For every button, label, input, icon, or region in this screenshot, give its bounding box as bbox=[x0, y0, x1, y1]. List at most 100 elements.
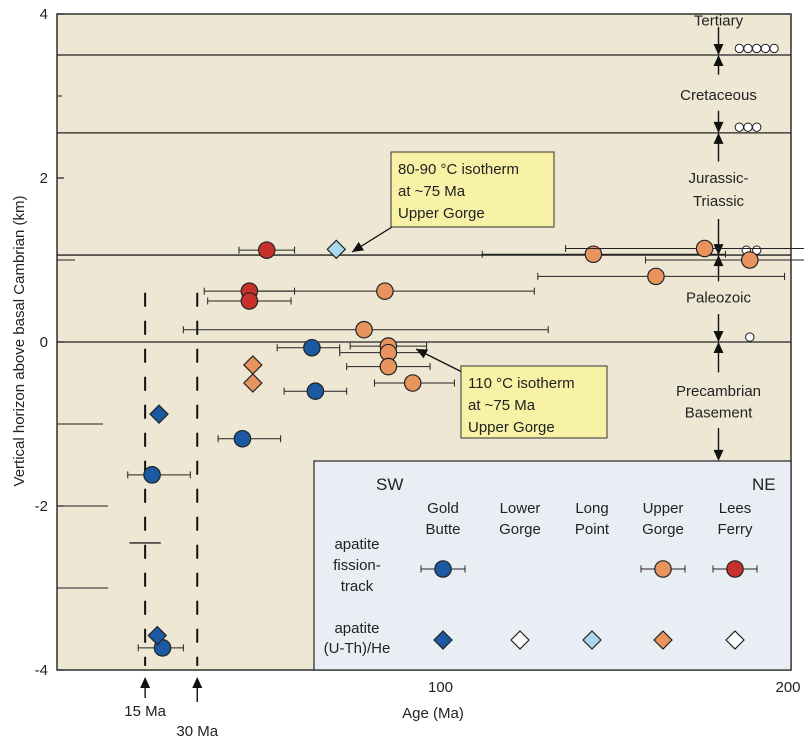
lees-ferry-circle-point bbox=[240, 292, 259, 310]
callout-arrow-head bbox=[416, 349, 429, 359]
age-marker-arrow-head bbox=[140, 677, 151, 688]
open-circle-marker bbox=[743, 43, 753, 54]
y-axis-label: Vertical horizon above basal Cambrian (k… bbox=[11, 196, 28, 487]
boundary-arrow-head bbox=[713, 55, 724, 66]
upper-gorge-circle-point bbox=[403, 374, 422, 392]
open-circle-marker bbox=[752, 122, 762, 132]
isotherm-callout: 110 °C isotherm at ~75 Ma Upper Gorge bbox=[415, 348, 608, 439]
axes-layer: 4 2 0 -2 -4 100 200 15 Ma 30 Ma bbox=[35, 6, 801, 740]
legend-circle-symbol bbox=[654, 560, 672, 578]
legend-circle-symbol bbox=[726, 560, 744, 578]
legend-row-label: apatite bbox=[334, 620, 379, 637]
callout-text-line: at ~75 Ma bbox=[468, 397, 536, 414]
x-axis-label: Age (Ma) bbox=[402, 705, 464, 722]
legend-row-label: track bbox=[341, 578, 374, 595]
boundary-arrow-head bbox=[713, 44, 724, 55]
gold-butte-circle-point bbox=[233, 429, 252, 448]
gold-butte-circle-point bbox=[306, 382, 325, 400]
open-circle-marker bbox=[743, 122, 753, 132]
gold-butte-diamond-point bbox=[147, 625, 168, 646]
callout-text-line: 80-90 °C isotherm bbox=[398, 161, 519, 178]
open-circle-marker bbox=[769, 43, 779, 54]
legend-row-label: fission- bbox=[333, 557, 381, 574]
callout-text-line: 110 °C isotherm bbox=[468, 375, 575, 392]
isotherm-callout: 80-90 °C isotherm at ~75 Ma Upper Gorge bbox=[351, 151, 555, 253]
legend-column-label: Butte bbox=[425, 521, 460, 538]
boundary-arrow-head bbox=[713, 342, 724, 353]
open-circle-marker bbox=[760, 43, 771, 54]
boundary-arrow-head bbox=[713, 244, 724, 256]
gold-butte-diamond-point bbox=[149, 404, 169, 425]
legend-column-label: Point bbox=[575, 521, 610, 538]
legend-box bbox=[313, 460, 792, 671]
callout-box bbox=[390, 151, 555, 228]
y-tick-label: -4 bbox=[35, 662, 48, 679]
legend-diamond-symbol bbox=[433, 630, 453, 650]
upper-gorge-diamond-point bbox=[243, 373, 263, 393]
y-tick-label: 2 bbox=[40, 170, 48, 187]
y-tick-label: 4 bbox=[40, 6, 48, 23]
upper-gorge-circle-point bbox=[376, 282, 394, 300]
legend-diamond-symbol bbox=[653, 630, 673, 650]
legend-diamond-symbol bbox=[510, 630, 530, 650]
upper-gorge-circle-point bbox=[584, 245, 603, 264]
basement-arrow-head bbox=[713, 449, 724, 461]
x-tick-label: 100 bbox=[428, 679, 453, 696]
data-layer bbox=[127, 239, 804, 657]
legend-circle-symbol bbox=[434, 560, 452, 578]
callout-text-line: Upper Gorge bbox=[398, 205, 485, 222]
gold-butte-circle-point bbox=[303, 338, 321, 357]
legend-diamond-symbol bbox=[582, 630, 602, 650]
legend-row-label: (U-Th)/He bbox=[324, 640, 391, 657]
legend-column-label: Ferry bbox=[718, 521, 753, 538]
callout-arrow-head bbox=[352, 241, 364, 252]
legend-diamond-symbol bbox=[725, 630, 745, 650]
boundary-arrow-head bbox=[713, 331, 724, 342]
legend-sw-label: SW bbox=[376, 475, 403, 494]
upper-gorge-circle-point bbox=[355, 320, 373, 339]
legend-layer: SW NE Gold Butte Lower Gorge Long Point Upper Gor… bbox=[313, 460, 792, 671]
stratigraphic-unit-label: Paleozoic bbox=[686, 290, 752, 307]
open-circle-marker bbox=[752, 43, 762, 54]
open-circle-marker bbox=[745, 332, 755, 342]
lees-ferry-circle-point bbox=[257, 241, 276, 259]
upper-gorge-circle-point bbox=[379, 357, 398, 376]
boundary-arrow-head bbox=[713, 132, 724, 144]
legend-column-label: Gorge bbox=[642, 521, 684, 538]
legend-column-label: Gold bbox=[427, 500, 459, 517]
open-circle-marker bbox=[734, 122, 745, 132]
upper-gorge-circle-point bbox=[695, 239, 714, 258]
boundary-arrow-head bbox=[713, 255, 724, 267]
left-profile-layer bbox=[57, 259, 199, 666]
callout-box bbox=[460, 365, 608, 439]
stratigraphy-layer: Tertiary Cretaceous Jurassic- Triassic Paleo… bbox=[57, 13, 791, 461]
legend-column-label: Gorge bbox=[499, 521, 541, 538]
legend-row-label: apatite bbox=[334, 536, 379, 553]
legend-column-label: Lower bbox=[500, 500, 541, 517]
y-tick-label: 0 bbox=[40, 334, 48, 351]
callout-text-line: at ~75 Ma bbox=[398, 183, 466, 200]
legend-column-label: Long bbox=[575, 500, 608, 517]
legend-column-label: Lees bbox=[719, 500, 752, 517]
callout-text-line: Upper Gorge bbox=[468, 419, 555, 436]
upper-gorge-circle-point bbox=[740, 251, 759, 269]
boundary-arrow-head bbox=[713, 121, 724, 133]
stratigraphic-unit-label: Tertiary bbox=[694, 13, 744, 30]
stratigraphic-unit-label: Triassic bbox=[693, 193, 745, 210]
age-marker-label: 30 Ma bbox=[176, 723, 218, 740]
age-marker-label: 15 Ma bbox=[124, 703, 166, 720]
y-tick-label: -2 bbox=[35, 498, 48, 515]
age-marker-arrow-head bbox=[192, 677, 203, 688]
long-point-diamond-point bbox=[326, 239, 347, 260]
stratigraphic-unit-label: Jurassic- bbox=[688, 170, 748, 187]
stratigraphic-unit-label: Cretaceous bbox=[680, 87, 757, 104]
upper-gorge-circle-point bbox=[647, 267, 665, 286]
stratigraphic-unit-label: Basement bbox=[685, 405, 753, 422]
gold-butte-circle-point bbox=[143, 466, 161, 484]
open-circle-marker bbox=[734, 43, 745, 54]
legend-ne-label: NE bbox=[752, 475, 776, 494]
stratigraphic-unit-label: Precambrian bbox=[676, 383, 761, 400]
legend-column-label: Upper bbox=[643, 500, 684, 517]
